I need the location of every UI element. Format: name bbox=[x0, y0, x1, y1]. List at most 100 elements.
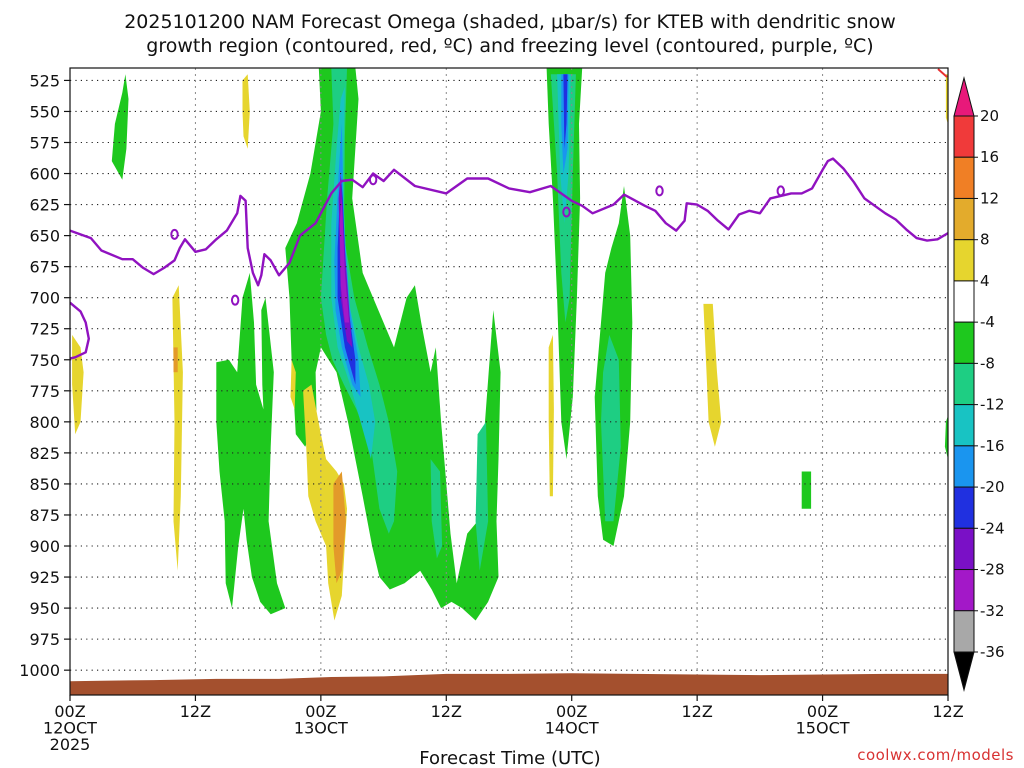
chart-title-line-2: growth region (contoured, red, ºC) and f… bbox=[146, 35, 873, 57]
x-tick-label-0-1: 12OCT bbox=[43, 719, 97, 738]
omega-region-4-23 bbox=[290, 359, 296, 410]
colorbar-label-5: -4 bbox=[980, 313, 995, 331]
omega-region-4-26 bbox=[703, 303, 722, 447]
x-tick-label-84-0: 12Z bbox=[932, 702, 963, 721]
y-tick-label-550: 550 bbox=[29, 102, 60, 121]
omega-region-neg28-19 bbox=[339, 198, 350, 323]
omega-shading bbox=[72, 68, 948, 621]
omega-region-4-25 bbox=[548, 334, 554, 497]
colorbar-band-9 bbox=[953, 445, 975, 488]
dgz-contour bbox=[937, 68, 948, 78]
omega-region-8-29 bbox=[173, 347, 178, 373]
colorbar-band-7 bbox=[953, 362, 975, 406]
y-tick-label-675: 675 bbox=[29, 258, 60, 277]
colorbar-bottom-arrow bbox=[953, 651, 975, 692]
colorbar-band-6 bbox=[953, 321, 975, 364]
x-tick-label-24-0: 00Z bbox=[305, 702, 336, 721]
y-tick-label-825: 825 bbox=[29, 444, 60, 463]
colorbar-band-12 bbox=[953, 569, 975, 612]
y-tick-label-800: 800 bbox=[29, 413, 60, 432]
omega-region-8-30 bbox=[336, 508, 341, 540]
x-tick-label-60-0: 12Z bbox=[681, 702, 712, 721]
colorbar-label-2: 12 bbox=[980, 189, 999, 207]
x-tick-label-72-1: 15OCT bbox=[796, 719, 850, 738]
omega-region-neg4-6 bbox=[944, 415, 948, 460]
colorbar-label-10: -24 bbox=[980, 519, 1005, 537]
colorbar-label-0: 20 bbox=[980, 107, 999, 125]
y-tick-label-775: 775 bbox=[29, 382, 60, 401]
y-tick-label-975: 975 bbox=[29, 630, 60, 649]
plot-frame bbox=[69, 67, 949, 696]
omega-region-neg4-0 bbox=[111, 74, 129, 180]
freezing-level-loop-5 bbox=[562, 206, 571, 218]
omega-region-neg4-5 bbox=[801, 471, 812, 509]
terrain-band bbox=[70, 673, 948, 695]
colorbar-label-11: -28 bbox=[980, 561, 1005, 579]
colorbar-band-10 bbox=[953, 486, 975, 529]
colorbar-band-2 bbox=[953, 156, 975, 199]
colorbar-band-8 bbox=[953, 404, 975, 447]
omega-region-4-21 bbox=[72, 334, 84, 435]
colorbar-label-6: -8 bbox=[980, 354, 995, 372]
omega-region-neg4-1 bbox=[216, 272, 286, 615]
terrain-fill bbox=[70, 673, 948, 695]
omega-region-neg8-11 bbox=[430, 459, 443, 559]
x-tick-label-24-1: 13OCT bbox=[294, 719, 348, 738]
y-tick-label-875: 875 bbox=[29, 506, 60, 525]
chart-title-line-1: 2025101200 NAM Forecast Omega (shaded, μ… bbox=[124, 11, 896, 33]
y-tick-label-925: 925 bbox=[29, 568, 60, 587]
colorbar-label-12: -32 bbox=[980, 602, 1005, 620]
x-axis-title: Forecast Time (UTC) bbox=[419, 748, 600, 768]
colorbar-band-13 bbox=[953, 610, 975, 653]
colorbar: 20 16 12 8 4 -4 -8 -12 -16 -20 -24 -28 -32 -36 bbox=[953, 76, 1005, 692]
y-axis: 525 550 575 600 625 650 675 700 725 750 775 800 825 8… bbox=[19, 71, 70, 680]
source-credit: coolwx.com/models bbox=[857, 746, 1014, 764]
colorbar-band-4 bbox=[953, 239, 975, 282]
x-tick-label-12-0: 12Z bbox=[180, 702, 211, 721]
omega-region-neg20-17 bbox=[563, 74, 568, 149]
omega-region-4-22 bbox=[172, 285, 183, 571]
x-tick-label-48-0: 00Z bbox=[556, 702, 587, 721]
y-tick-label-900: 900 bbox=[29, 537, 60, 556]
colorbar-top-arrow bbox=[953, 76, 975, 117]
y-tick-label-625: 625 bbox=[29, 196, 60, 215]
omega-region-4-20 bbox=[242, 74, 250, 149]
colorbar-label-4: 4 bbox=[980, 272, 990, 290]
y-tick-label-1000: 1000 bbox=[19, 661, 60, 680]
y-tick-label-575: 575 bbox=[29, 133, 60, 152]
colorbar-label-13: -36 bbox=[980, 643, 1005, 661]
x-tick-label-36-0: 12Z bbox=[431, 702, 462, 721]
y-tick-label-750: 750 bbox=[29, 351, 60, 370]
colorbar-label-9: -20 bbox=[980, 478, 1005, 496]
chart-title: 2025101200 NAM Forecast Omega (shaded, μ… bbox=[124, 11, 896, 57]
x-tick-label-48-1: 14OCT bbox=[545, 719, 599, 738]
omega-region-neg8-9 bbox=[601, 334, 621, 522]
x-tick-label-0-2: 2025 bbox=[50, 735, 91, 754]
colorbar-band-5 bbox=[953, 280, 975, 323]
colorbar-label-7: -12 bbox=[980, 396, 1005, 414]
colorbar-band-3 bbox=[953, 197, 975, 241]
omega-region-neg4-2 bbox=[285, 68, 501, 621]
y-tick-label-725: 725 bbox=[29, 320, 60, 339]
x-tick-label-0-0: 00Z bbox=[54, 702, 85, 721]
colorbar-band-1 bbox=[953, 115, 975, 158]
contour-lines bbox=[70, 68, 948, 360]
freezing-level-loop-0 bbox=[170, 228, 179, 240]
freezing-level-contour bbox=[70, 157, 948, 287]
omega-region-neg8-10 bbox=[475, 421, 489, 571]
y-tick-label-525: 525 bbox=[29, 71, 60, 90]
colorbar-label-1: 16 bbox=[980, 148, 999, 166]
y-tick-label-650: 650 bbox=[29, 227, 60, 246]
freezing-level-contour-lower bbox=[70, 301, 90, 360]
freezing-level-loop-2 bbox=[368, 174, 378, 186]
y-tick-label-850: 850 bbox=[29, 475, 60, 494]
plot-grid bbox=[70, 68, 948, 695]
freezing-level-loop-3 bbox=[655, 185, 664, 197]
colorbar-label-8: -16 bbox=[980, 437, 1005, 455]
x-tick-label-72-0: 00Z bbox=[807, 702, 838, 721]
y-tick-label-600: 600 bbox=[29, 165, 60, 184]
y-tick-label-950: 950 bbox=[29, 599, 60, 618]
colorbar-band-11 bbox=[953, 527, 975, 571]
